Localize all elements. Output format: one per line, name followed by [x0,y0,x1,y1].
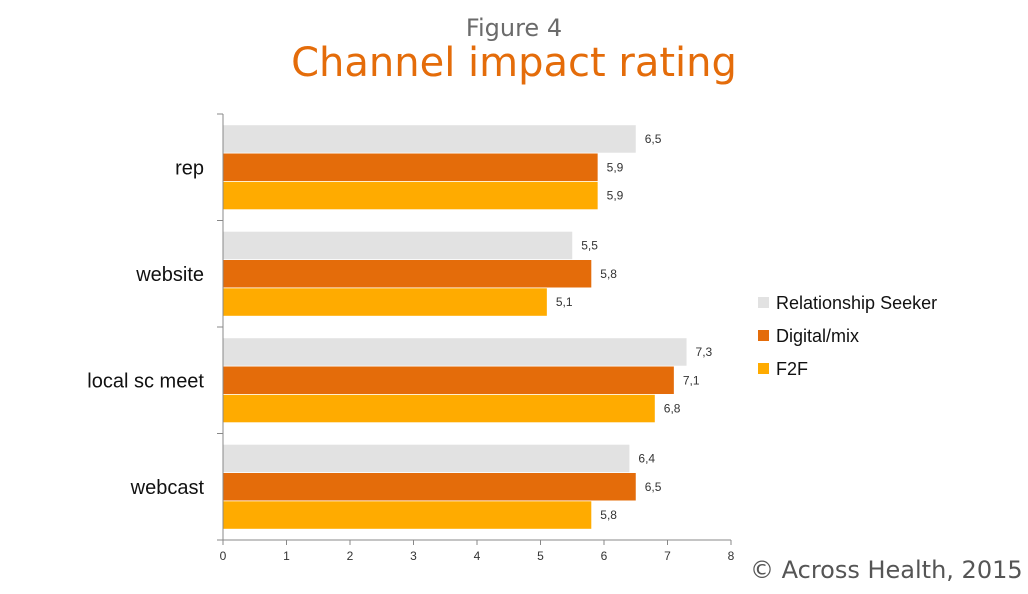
bar [223,288,547,316]
legend-label: Relationship Seeker [776,293,937,313]
data-label: 5,8 [600,267,617,281]
x-tick-label: 7 [664,549,671,563]
bar [223,394,655,423]
bar [223,181,598,210]
data-label: 6,8 [664,402,681,416]
data-label: 7,3 [696,345,713,359]
x-tick-label: 0 [220,549,227,563]
bar [223,231,573,260]
legend-swatch [758,363,769,374]
legend-label: Digital/mix [776,326,859,346]
category-label: rep [175,157,204,179]
data-label: 6,5 [645,132,662,146]
bar [223,366,674,394]
chart-title: Channel impact rating [291,40,737,86]
bar [223,444,630,473]
bar [223,260,592,288]
legend-label: F2F [776,359,808,379]
legend-swatch [758,297,769,308]
data-label: 6,5 [645,480,662,494]
data-label: 6,4 [638,451,655,465]
copyright-notice: © Across Health, 2015 [750,556,1023,584]
data-label: 7,1 [683,373,700,387]
bar [223,153,598,181]
bar [223,501,592,529]
x-tick-label: 6 [601,549,608,563]
data-label: 5,9 [607,189,624,203]
legend-swatch [758,330,769,341]
data-label: 5,5 [581,238,598,252]
category-label: webcast [130,477,205,499]
category-label: website [135,264,204,286]
x-tick-label: 5 [537,549,544,563]
x-tick-label: 4 [474,549,481,563]
x-tick-label: 8 [728,549,735,563]
data-label: 5,1 [556,295,573,309]
x-tick-label: 3 [410,549,417,563]
data-label: 5,8 [600,508,617,522]
x-tick-label: 2 [347,549,354,563]
category-label: local sc meet [87,370,204,392]
bar [223,338,687,366]
data-label: 5,9 [607,160,624,174]
x-tick-label: 1 [283,549,290,563]
bar [223,473,636,501]
figure-label: Figure 4 [465,14,563,42]
bar [223,125,636,153]
